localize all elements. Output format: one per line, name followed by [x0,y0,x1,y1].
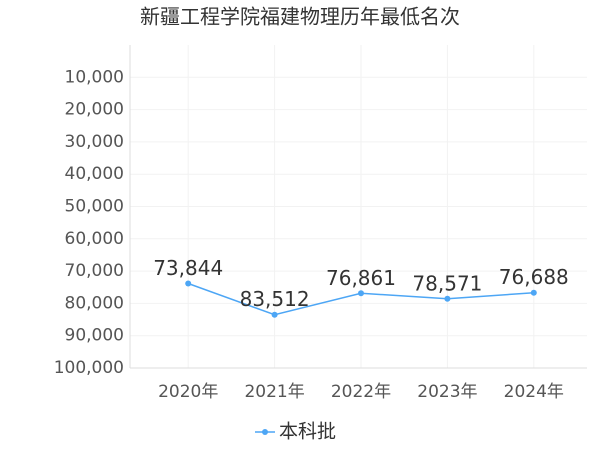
point [271,311,278,318]
y-tick-label: 40,000 [65,164,124,184]
y-tick-label: 30,000 [65,132,124,152]
chart-title: 新疆工程学院福建物理历年最低名次 [140,5,460,29]
x-tick-label: 2021年 [244,382,304,402]
y-tick-label: 60,000 [65,229,124,249]
y-tick-label: 70,000 [65,261,124,281]
data-label: 78,571 [412,271,482,295]
y-tick-label: 20,000 [65,100,124,120]
x-tick-label: 2024年 [504,382,564,402]
legend-label: 本科批 [279,421,336,443]
y-tick-label: 90,000 [65,326,124,346]
data-label: 76,861 [326,266,396,290]
x-tick-label: 2020年 [158,382,218,402]
x-tick-label: 2023年 [417,382,477,402]
point [358,290,364,297]
point [185,280,192,287]
point [444,295,451,302]
y-tick-label: 100,000 [54,358,124,378]
y-tick-label: 50,000 [65,197,124,217]
legend-marker [262,429,268,435]
x-tick-label: 2022年 [331,382,391,402]
data-label: 83,512 [240,287,310,311]
y-tick-label: 80,000 [65,293,124,313]
y-tick-label: 10,000 [65,67,124,87]
data-label: 76,688 [499,265,569,289]
data-label: 73,844 [153,256,223,280]
point [530,289,537,296]
